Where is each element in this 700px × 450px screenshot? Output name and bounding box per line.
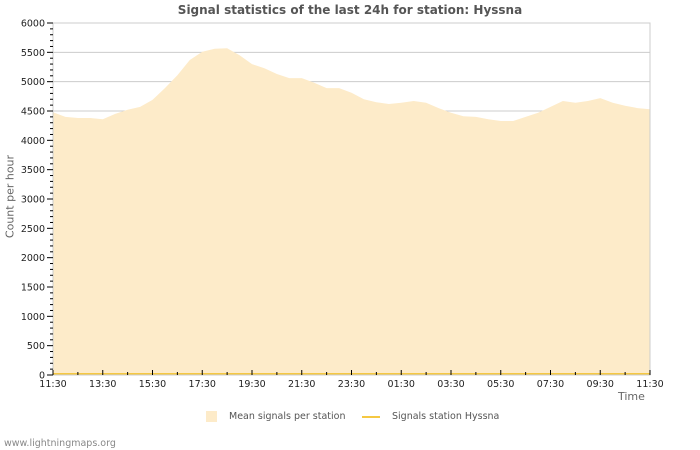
svg-text:23:30: 23:30 — [338, 379, 365, 390]
footer-credit: www.lightningmaps.org — [4, 438, 116, 449]
y-axis-ticks: 0 500 1000 1500 2000 2500 3000 3500 4000 4500 5000… — [21, 19, 53, 382]
svg-text:3000: 3000 — [21, 195, 45, 206]
legend-item-mean[interactable]: Mean signals per station — [206, 411, 345, 422]
svg-text:11:30: 11:30 — [39, 379, 66, 390]
legend-label-station: Signals station Hyssna — [392, 411, 500, 422]
svg-text:3500: 3500 — [21, 165, 45, 176]
svg-text:5000: 5000 — [21, 77, 45, 88]
svg-text:19:30: 19:30 — [238, 379, 265, 390]
x-axis-ticks: 11:30 13:30 15:30 17:30 19:30 21:30 23:30 01:30… — [39, 370, 664, 390]
svg-text:21:30: 21:30 — [288, 379, 315, 390]
svg-text:07:30: 07:30 — [537, 379, 564, 390]
chart-plot: 0 500 1000 1500 2000 2500 3000 3500 4000 4500 5000… — [21, 19, 664, 391]
svg-text:5500: 5500 — [21, 48, 45, 59]
svg-text:1500: 1500 — [21, 283, 45, 294]
svg-text:03:30: 03:30 — [437, 379, 464, 390]
svg-text:17:30: 17:30 — [189, 379, 216, 390]
chart-title: Signal statistics of the last 24h for st… — [177, 3, 523, 17]
svg-text:09:30: 09:30 — [587, 379, 614, 390]
svg-text:2500: 2500 — [21, 224, 45, 235]
svg-text:01:30: 01:30 — [388, 379, 415, 390]
svg-text:0: 0 — [39, 371, 45, 382]
svg-text:4500: 4500 — [21, 107, 45, 118]
x-axis-label: Time — [618, 390, 645, 403]
svg-text:4000: 4000 — [21, 136, 45, 147]
svg-text:05:30: 05:30 — [487, 379, 514, 390]
line-swatch-icon — [362, 415, 380, 418]
svg-text:11:30: 11:30 — [636, 379, 663, 390]
svg-text:500: 500 — [27, 341, 45, 352]
svg-text:2000: 2000 — [21, 253, 45, 264]
legend-item-station[interactable]: Signals station Hyssna — [362, 411, 499, 422]
legend-label-mean: Mean signals per station — [229, 411, 346, 422]
mean-signals-area — [53, 48, 650, 375]
svg-text:6000: 6000 — [21, 19, 45, 30]
area-swatch-icon — [206, 411, 217, 422]
svg-text:1000: 1000 — [21, 312, 45, 323]
svg-text:13:30: 13:30 — [89, 379, 116, 390]
svg-text:15:30: 15:30 — [139, 379, 166, 390]
